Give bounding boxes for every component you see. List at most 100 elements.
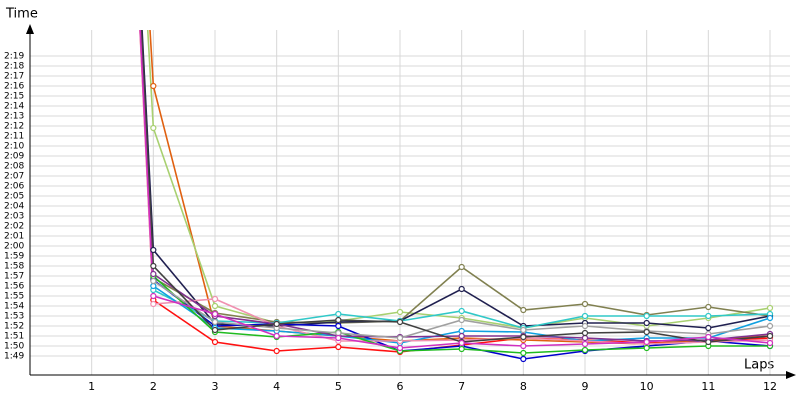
data-point	[335, 316, 342, 324]
data-point	[150, 300, 157, 308]
data-point	[458, 285, 465, 293]
data-point	[211, 338, 219, 346]
y-tick-label: 2:18	[4, 62, 24, 72]
data-point	[705, 324, 712, 332]
series-line	[140, 30, 771, 342]
y-tick-label: 2:04	[4, 202, 24, 212]
data-point	[581, 300, 589, 308]
y-tick-label: 1:55	[4, 292, 24, 302]
y-tick-label: 2:08	[4, 162, 24, 172]
data-point	[396, 308, 404, 316]
data-point	[458, 339, 465, 347]
data-point	[396, 334, 404, 342]
x-tick-label: 2	[150, 380, 157, 393]
data-point	[581, 322, 589, 330]
series-line	[139, 30, 771, 349]
data-point	[705, 303, 712, 311]
data-point	[458, 332, 465, 340]
data-point	[766, 339, 774, 347]
data-point	[705, 333, 712, 341]
data-point	[396, 344, 404, 352]
data-point	[581, 312, 589, 320]
x-tick-label: 10	[640, 380, 654, 393]
data-point	[520, 326, 527, 334]
x-tick-label: 7	[458, 380, 465, 393]
x-tick-label: 11	[701, 380, 715, 393]
series-line	[139, 30, 771, 345]
data-point	[211, 295, 219, 303]
y-tick-label: 1:50	[4, 342, 24, 352]
series-line	[139, 30, 771, 344]
data-point	[520, 355, 527, 363]
data-point	[458, 345, 465, 353]
data-point	[396, 318, 404, 326]
data-point	[643, 312, 650, 320]
data-point	[150, 282, 157, 290]
y-tick-label: 2:05	[4, 192, 24, 202]
y-tick-label: 1:59	[4, 252, 24, 262]
y-axis-label: Time	[5, 7, 38, 22]
x-tick-label: 4	[273, 380, 280, 393]
y-tick-label: 2:10	[4, 142, 24, 152]
series-line	[139, 30, 771, 339]
series-line	[140, 30, 771, 343]
y-tick-label: 1:58	[4, 262, 24, 272]
data-point	[458, 327, 465, 335]
y-tick-label: 2:09	[4, 152, 24, 162]
data-point	[458, 263, 465, 271]
data-point	[643, 338, 650, 346]
data-point	[705, 312, 712, 320]
data-point	[766, 314, 774, 322]
data-point	[581, 340, 589, 348]
data-point	[273, 332, 280, 340]
data-point	[150, 246, 157, 254]
y-tick-label: 2:16	[4, 82, 24, 92]
data-point	[520, 349, 527, 357]
y-tick-label: 1:49	[4, 352, 24, 362]
data-point	[643, 328, 650, 336]
data-point	[520, 333, 527, 341]
data-point	[458, 307, 465, 315]
data-point	[766, 304, 774, 312]
y-tick-label: 1:56	[4, 282, 24, 292]
data-point	[520, 306, 527, 314]
data-point	[150, 292, 157, 300]
data-point	[335, 310, 342, 318]
data-point	[150, 82, 157, 90]
y-tick-label: 2:00	[4, 242, 24, 252]
data-point	[150, 270, 157, 278]
data-point	[335, 322, 342, 330]
series-line	[140, 30, 770, 354]
x-tick-label: 1	[88, 380, 95, 393]
y-tick-label: 1:51	[4, 332, 24, 342]
y-tick-label: 1:57	[4, 272, 24, 282]
x-tick-label: 5	[335, 380, 342, 393]
data-point	[643, 344, 650, 352]
y-tick-label: 2:02	[4, 222, 24, 232]
data-point	[273, 320, 280, 328]
y-axis-arrow	[26, 24, 34, 34]
x-tick-label: 8	[520, 380, 527, 393]
data-point	[766, 322, 774, 330]
y-tick-label: 2:01	[4, 232, 24, 242]
y-tick-label: 2:12	[4, 122, 24, 132]
data-point	[520, 342, 527, 350]
y-tick-label: 2:19	[4, 52, 24, 62]
data-point	[211, 310, 219, 318]
y-tick-label: 2:13	[4, 112, 24, 122]
y-tick-label: 2:06	[4, 182, 24, 192]
x-tick-label: 6	[397, 380, 404, 393]
x-tick-label: 3	[212, 380, 219, 393]
data-point	[335, 329, 342, 337]
data-point	[705, 338, 712, 346]
y-tick-label: 1:53	[4, 312, 24, 322]
y-tick-label: 2:03	[4, 212, 24, 222]
x-axis-label: Laps	[744, 358, 774, 373]
data-point	[581, 329, 589, 337]
data-point	[150, 124, 157, 132]
y-tick-label: 1:54	[4, 302, 24, 312]
data-point	[766, 332, 774, 340]
data-point	[211, 318, 219, 326]
y-tick-label: 2:11	[4, 132, 24, 142]
